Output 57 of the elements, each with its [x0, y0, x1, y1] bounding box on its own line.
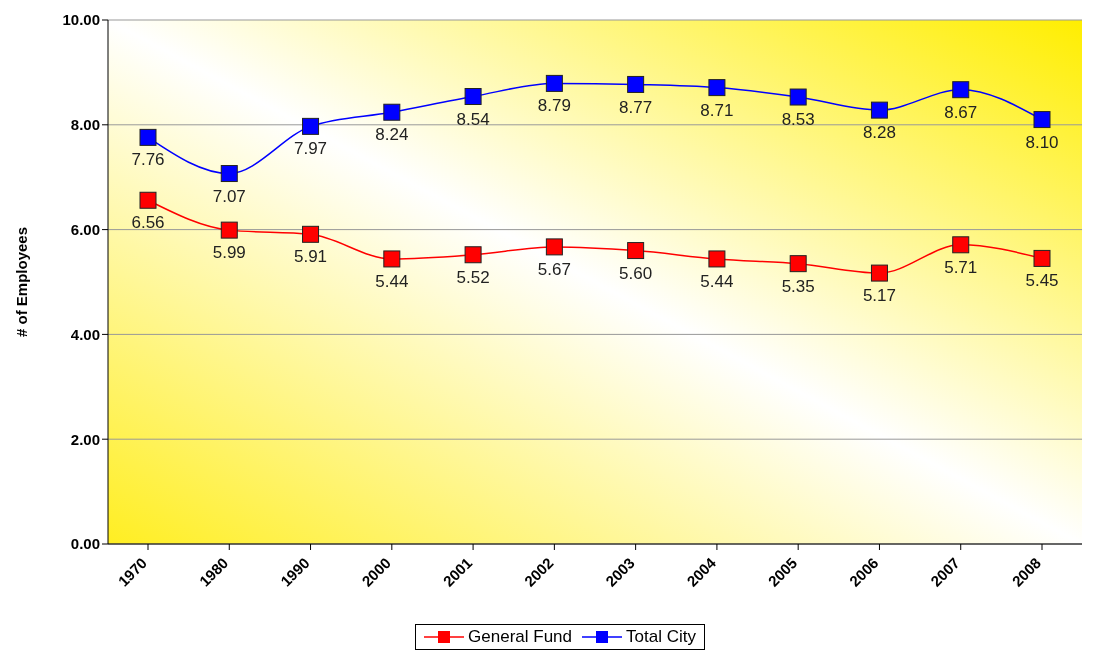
point [952, 81, 970, 99]
point [220, 221, 238, 239]
y-tick-label: 0.00 [70, 535, 100, 553]
data-label: 7.07 [212, 186, 246, 206]
point [1033, 111, 1051, 129]
y-axis-title: # of Employees [13, 226, 31, 338]
data-label: 8.54 [456, 109, 490, 129]
data-label: 7.97 [294, 139, 328, 159]
point [708, 79, 726, 97]
point [302, 225, 320, 243]
data-label: 5.45 [1025, 271, 1059, 291]
data-label: 8.79 [537, 96, 571, 116]
point [220, 165, 238, 183]
point [789, 255, 807, 273]
data-label: 5.99 [212, 243, 246, 263]
data-label: 8.77 [619, 97, 653, 117]
data-label: 7.76 [131, 150, 165, 170]
point [383, 103, 401, 121]
point [383, 250, 401, 268]
data-label: 5.91 [294, 247, 328, 267]
y-tick-label: 10.00 [62, 11, 100, 29]
data-label: 5.44 [375, 272, 409, 292]
data-label: 5.52 [456, 267, 490, 287]
point [870, 101, 888, 119]
y-tick-label: 2.00 [70, 430, 100, 448]
data-label: 8.24 [375, 125, 409, 145]
data-label: 5.67 [537, 259, 571, 279]
point [545, 238, 563, 256]
point [545, 74, 563, 92]
point [139, 128, 157, 146]
data-label: 5.44 [700, 272, 734, 292]
point [789, 88, 807, 106]
y-tick-label: 4.00 [70, 325, 100, 343]
point [302, 117, 320, 135]
data-label: 5.35 [781, 276, 815, 296]
data-label: 5.17 [862, 286, 896, 306]
point [870, 264, 888, 282]
data-label: 6.56 [131, 213, 165, 233]
point [1033, 249, 1051, 267]
y-tick-label: 6.00 [70, 220, 100, 238]
legend-label: General Fund [467, 627, 573, 647]
point [952, 236, 970, 254]
point [627, 75, 645, 93]
data-label: 8.10 [1025, 132, 1059, 152]
data-label: 8.28 [862, 123, 896, 143]
data-label: 8.53 [781, 110, 815, 130]
point [708, 250, 726, 268]
point [464, 246, 482, 264]
point [627, 242, 645, 260]
y-tick-label: 8.00 [70, 116, 100, 134]
data-label: 8.67 [944, 102, 978, 122]
data-label: 5.71 [944, 257, 978, 277]
data-label: 5.60 [619, 263, 653, 283]
point [139, 191, 157, 209]
point [464, 88, 482, 105]
data-label: 8.71 [700, 100, 734, 120]
legend-label: Total City [625, 627, 696, 647]
